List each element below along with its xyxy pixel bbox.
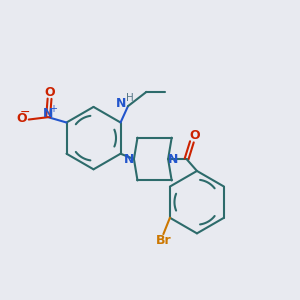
Text: O: O [16,112,27,125]
Text: O: O [44,86,55,99]
Text: Br: Br [156,234,171,247]
Text: −: − [20,106,30,118]
Text: O: O [189,129,200,142]
Text: H: H [126,93,133,103]
Text: N: N [43,107,53,120]
Text: N: N [116,97,127,110]
Text: +: + [49,104,57,114]
Text: N: N [124,153,134,166]
Text: N: N [168,153,178,166]
